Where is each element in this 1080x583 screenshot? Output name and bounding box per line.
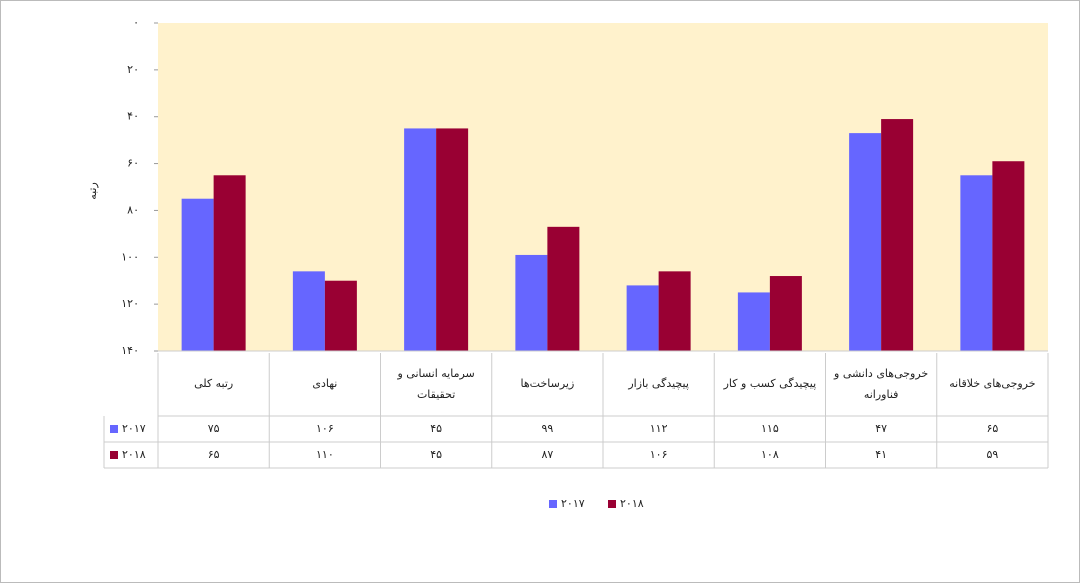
category-label: پیچیدگی کسب و کار: [723, 377, 817, 391]
table-value: ۴۱: [875, 447, 888, 461]
y-tick-label: ۴۰: [127, 110, 139, 123]
table-value: ۶۵: [986, 421, 999, 435]
table-legend-key: [110, 425, 118, 433]
bar: [324, 280, 357, 351]
y-tick-label: ۶۰: [127, 157, 139, 170]
y-tick-label: ۸۰: [127, 203, 139, 216]
table-value: ۱۰۸: [761, 447, 779, 461]
bar: [626, 285, 659, 351]
bar: [547, 226, 580, 351]
bar: [658, 271, 691, 351]
legend-label: ۲۰۱۷: [561, 497, 585, 510]
bar: [515, 254, 548, 351]
table-value: ۱۰۶: [316, 421, 334, 435]
y-tick-label: ۲۰: [127, 63, 139, 76]
legend-key: [549, 500, 557, 508]
table-value: ۱۱۵: [761, 421, 779, 435]
category-label: نهادی: [312, 377, 338, 391]
table-series-name: ۲۰۱۷: [122, 422, 146, 435]
table-value: ۵۹: [986, 447, 999, 461]
y-tick-label: ۱۴۰: [121, 344, 139, 357]
y-tick-label: ۰: [133, 16, 139, 29]
category-label: سرمایه انسانی و تحقیقات: [397, 366, 475, 401]
bar: [769, 276, 802, 351]
bar: [737, 292, 770, 351]
category-label: خروجی‌های خلاقانه: [949, 377, 1036, 391]
table-series-name: ۲۰۱۸: [122, 448, 146, 461]
bar: [881, 119, 914, 351]
bar: [992, 161, 1025, 351]
table-value: ۱۱۰: [316, 447, 334, 461]
bar: [436, 128, 469, 351]
table-value: ۴۵: [430, 447, 443, 461]
category-label: خروجی‌های دانشی و فناورانه: [834, 366, 929, 401]
bar: [292, 271, 325, 351]
category-label: پیچیدگی بازار: [628, 377, 689, 391]
table-value: ۴۷: [875, 421, 888, 435]
bar: [404, 128, 437, 351]
table-value: ۱۰۶: [649, 447, 668, 461]
table-value: ۱۱۲: [649, 421, 668, 435]
table-value: ۸۷: [541, 447, 554, 461]
category-label: زیرساخت‌ها: [520, 377, 575, 391]
y-axis-label: رتبه: [86, 182, 99, 200]
bar: [849, 133, 882, 351]
y-tick-label: ۱۰۰: [121, 250, 139, 263]
table-value: ۶۵: [207, 447, 220, 461]
bar: [960, 175, 993, 351]
legend-key: [608, 500, 616, 508]
y-tick-label: ۱۲۰: [121, 297, 139, 310]
table-value: ۹۹: [541, 421, 554, 435]
table-legend-key: [110, 451, 118, 459]
bar: [181, 198, 214, 351]
legend-label: ۲۰۱۸: [620, 497, 644, 510]
category-label: رتبه کلی: [194, 377, 234, 391]
bar: [213, 175, 246, 351]
table-value: ۴۵: [430, 421, 443, 435]
plot-area: [158, 23, 1048, 351]
table-value: ۷۵: [207, 421, 220, 435]
